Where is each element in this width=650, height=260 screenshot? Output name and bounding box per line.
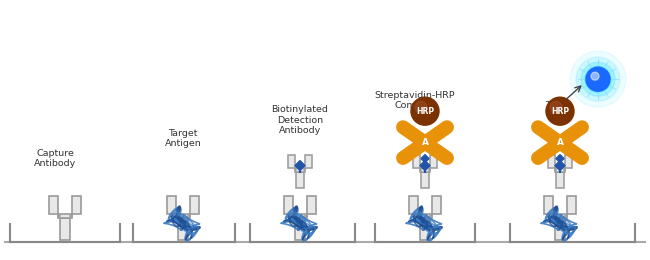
Text: TMB: TMB — [545, 101, 565, 110]
Bar — [190, 196, 199, 214]
Bar — [167, 196, 176, 214]
Circle shape — [581, 62, 615, 96]
Bar — [306, 155, 312, 168]
Polygon shape — [556, 155, 564, 162]
Circle shape — [411, 97, 439, 125]
Polygon shape — [295, 161, 305, 171]
Bar — [58, 214, 72, 218]
Circle shape — [591, 72, 599, 80]
Text: Streptavidin-HRP
Complex: Streptavidin-HRP Complex — [374, 90, 455, 110]
Polygon shape — [420, 161, 430, 171]
Text: Target
Antigen: Target Antigen — [164, 129, 202, 148]
Bar — [178, 218, 188, 240]
Circle shape — [550, 101, 562, 113]
Bar — [49, 196, 58, 214]
Bar — [421, 172, 429, 188]
Circle shape — [415, 101, 427, 113]
Bar — [295, 218, 305, 240]
Polygon shape — [421, 155, 429, 162]
Bar — [555, 218, 565, 240]
Bar — [566, 155, 572, 168]
Text: HRP: HRP — [416, 107, 434, 116]
Bar — [413, 155, 420, 168]
Text: A: A — [421, 138, 428, 147]
Bar — [307, 196, 316, 214]
Bar — [409, 196, 418, 214]
Circle shape — [576, 57, 620, 101]
Bar — [284, 196, 293, 214]
Text: A: A — [556, 138, 564, 147]
Bar — [418, 214, 432, 218]
Bar — [420, 168, 430, 172]
Bar — [293, 214, 307, 218]
Bar — [72, 196, 81, 214]
Bar — [567, 196, 576, 214]
Circle shape — [546, 97, 574, 125]
Bar — [555, 168, 565, 172]
Bar — [544, 196, 553, 214]
Circle shape — [585, 66, 611, 92]
Bar — [548, 155, 554, 168]
Bar — [430, 155, 437, 168]
Bar — [296, 172, 304, 188]
Bar — [288, 155, 294, 168]
Polygon shape — [555, 161, 565, 171]
Bar — [432, 196, 441, 214]
Bar — [176, 214, 190, 218]
Text: Biotinylated
Detection
Antibody: Biotinylated Detection Antibody — [272, 105, 328, 135]
Bar — [60, 218, 70, 240]
Circle shape — [570, 51, 626, 107]
Text: HRP: HRP — [551, 107, 569, 116]
Bar — [295, 168, 305, 172]
Text: Capture
Antibody: Capture Antibody — [34, 149, 76, 168]
Bar — [556, 172, 564, 188]
Circle shape — [586, 67, 610, 91]
Bar — [553, 214, 567, 218]
Bar — [420, 218, 430, 240]
